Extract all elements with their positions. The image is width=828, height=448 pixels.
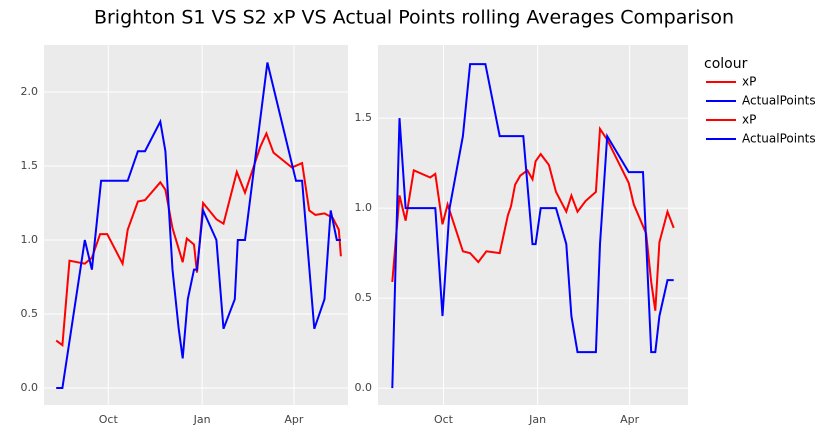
series-line [391, 125, 675, 311]
series-line [56, 62, 341, 389]
legend-label: xP [742, 113, 756, 127]
y-tick-label: 1.0 [355, 201, 373, 214]
x-tick-label: Jan [193, 413, 211, 426]
series-line [55, 130, 342, 347]
plot-background [378, 45, 688, 405]
series-line [391, 63, 674, 389]
x-tick-label: Apr [620, 413, 640, 426]
x-tick-label: Apr [284, 413, 304, 426]
y-tick-label: 0.5 [355, 291, 373, 304]
x-tick-label: Oct [99, 413, 119, 426]
y-tick-label: 2.0 [21, 85, 39, 98]
plot-background [44, 45, 348, 405]
y-tick-label: 1.0 [21, 233, 39, 246]
chart-title: Brighton S1 VS S2 xP VS Actual Points ro… [94, 7, 734, 29]
y-tick-label: 0.0 [21, 381, 39, 394]
legend-label: ActualPoints [742, 132, 816, 146]
legend-label: xP [742, 75, 756, 89]
x-tick-label: Oct [434, 413, 454, 426]
y-tick-label: 1.5 [355, 111, 373, 124]
y-tick-label: 1.5 [21, 159, 39, 172]
legend-title: colour [704, 56, 748, 72]
y-tick-label: 0.0 [355, 381, 373, 394]
legend-label: ActualPoints [742, 94, 816, 108]
x-tick-label: Jan [528, 413, 546, 426]
y-tick-label: 0.5 [21, 307, 39, 320]
